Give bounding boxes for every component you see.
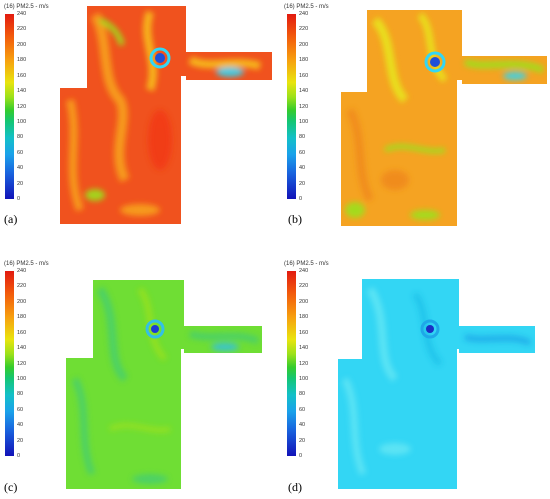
colorbar-tick-label: 140 — [299, 345, 309, 352]
colorbar-tick-label: 180 — [299, 314, 309, 321]
colorbar-tick-label: 200 — [17, 298, 27, 305]
colorbar-tick-label: 160 — [17, 329, 27, 336]
colorbar-tick-label: 240 — [299, 11, 309, 17]
colorbar-title: (16) PM2.5 - m/s — [4, 261, 49, 267]
panel-d: (16) PM2.5 - m/s 240 220 200 180 160 140 120 10… — [275, 249, 550, 498]
colorbar-tick-label: 40 — [17, 165, 24, 172]
field-base — [66, 280, 262, 489]
colorbar-tick-label: 160 — [17, 72, 27, 79]
colorbar-tick-label: 60 — [17, 406, 24, 413]
colorbar-tick-label: 20 — [299, 437, 306, 444]
panel-label: (b) — [288, 212, 302, 226]
panel-b: (16) PM2.5 - m/s 240 220 200 180 160 140 120 10… — [275, 0, 550, 249]
colorbar-tick-label: 220 — [17, 283, 27, 290]
colorbar-tick-label: 240 — [299, 268, 309, 274]
contour-plot — [60, 6, 272, 224]
colorbar-tick-label: 140 — [17, 88, 27, 95]
colorbar-tick-label: 200 — [299, 41, 309, 48]
colorbar-tick-label: 100 — [17, 375, 27, 382]
contour-plot — [338, 279, 535, 489]
colorbar-tick-label: 20 — [17, 437, 24, 444]
colorbar-tick-label: 80 — [17, 391, 24, 398]
colorbar-tick-label: 180 — [17, 57, 27, 64]
colorbar-tick-label: 220 — [299, 26, 309, 33]
colorbar-tick-label: 180 — [17, 314, 27, 321]
panel-c: (16) PM2.5 - m/s 240 220 200 180 160 140 120 10… — [0, 249, 275, 498]
colorbar-tick-label: 20 — [17, 180, 24, 187]
colorbar — [5, 14, 14, 199]
colorbar-tick-label: 240 — [17, 11, 27, 17]
colorbar-tick-label: 60 — [299, 149, 306, 156]
colorbar-tick-label: 100 — [299, 375, 309, 382]
colorbar-tick-label: 80 — [299, 391, 306, 398]
colorbar-tick-label: 0 — [299, 196, 303, 202]
colorbar — [287, 271, 296, 456]
colorbar-tick-label: 140 — [299, 88, 309, 95]
colorbar-tick-label: 20 — [299, 180, 306, 187]
colorbar-tick-label: 220 — [17, 26, 27, 33]
panel-label: (a) — [4, 212, 18, 226]
low-speed-spot — [155, 53, 165, 63]
panel-label: (c) — [4, 480, 18, 494]
colorbar-tick-label: 120 — [17, 103, 27, 110]
colorbar-tick-label: 160 — [299, 72, 309, 79]
colorbar-tick-label: 220 — [299, 283, 309, 290]
colorbar-tick-label: 120 — [299, 360, 309, 367]
colorbar-tick-label: 0 — [17, 453, 21, 459]
colorbar-tick-label: 100 — [299, 118, 309, 125]
colorbar-tick-label: 140 — [17, 345, 27, 352]
colorbar — [5, 271, 14, 456]
panel-label: (d) — [288, 480, 302, 494]
colorbar-tick-label: 80 — [17, 134, 24, 141]
colorbar-title: (16) PM2.5 - m/s — [284, 261, 329, 267]
colorbar — [287, 14, 296, 199]
colorbar-tick-label: 100 — [17, 118, 27, 125]
colorbar-tick-label: 200 — [299, 298, 309, 305]
low-speed-spot — [151, 325, 159, 333]
colorbar-tick-label: 120 — [299, 103, 309, 110]
colorbar-tick-label: 80 — [299, 134, 306, 141]
colorbar-tick-label: 40 — [17, 422, 24, 429]
colorbar-title: (16) PM2.5 - m/s — [4, 4, 49, 10]
colorbar-tick-label: 60 — [17, 149, 24, 156]
colorbar-tick-label: 0 — [17, 196, 21, 202]
colorbar-tick-label: 160 — [299, 329, 309, 336]
low-speed-spot — [430, 57, 440, 67]
colorbar-tick-label: 40 — [299, 165, 306, 172]
colorbar-tick-label: 180 — [299, 57, 309, 64]
colorbar-tick-label: 60 — [299, 406, 306, 413]
colorbar-tick-label: 40 — [299, 422, 306, 429]
contour-plot — [66, 280, 262, 489]
colorbar-tick-label: 200 — [17, 41, 27, 48]
colorbar-tick-label: 240 — [17, 268, 27, 274]
contour-plot — [341, 10, 547, 226]
colorbar-tick-label: 120 — [17, 360, 27, 367]
colorbar-tick-label: 0 — [299, 453, 303, 459]
colorbar-title: (16) PM2.5 - m/s — [284, 4, 329, 10]
low-speed-spot — [426, 325, 434, 333]
panel-a: (16) PM2.5 - m/s 240 220 200 180 160 140 120 10… — [0, 0, 275, 249]
